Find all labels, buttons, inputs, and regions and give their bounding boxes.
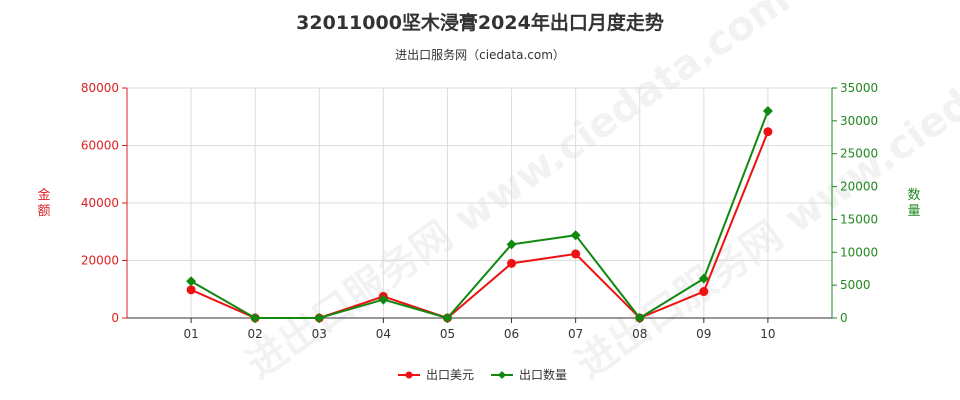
- series-layer: [186, 106, 773, 323]
- y-left-axis-title: 金额: [37, 187, 50, 219]
- chart-title: 32011000坚木浸膏2024年出口月度走势: [296, 12, 664, 34]
- data-point: [698, 273, 709, 284]
- data-point: [378, 294, 389, 305]
- data-point: [314, 313, 325, 323]
- series-line: [190, 131, 769, 320]
- data-point: [442, 313, 453, 323]
- data-point: [186, 276, 197, 287]
- y-right-tick-label: 10000: [840, 245, 878, 259]
- y-right-tick-label: 20000: [840, 180, 878, 194]
- data-point: [507, 258, 517, 268]
- x-tick-label: 10: [760, 327, 775, 341]
- legend-marker: [405, 371, 413, 379]
- axes: 0 20000 40000 60000 80000 0 5000 10000 15000 2000…: [37, 81, 920, 341]
- x-tick-label: 01: [183, 327, 198, 341]
- y-left-tick-label: 60000: [81, 139, 119, 153]
- data-point: [763, 127, 773, 137]
- y-left-tick-label: 40000: [81, 196, 119, 210]
- x-tick-label: 03: [312, 327, 327, 341]
- x-tick-label: 07: [568, 327, 583, 341]
- y-left-tick-label: 20000: [81, 254, 119, 268]
- y-right-tick-label: 0: [840, 311, 848, 325]
- data-point: [762, 106, 773, 116]
- x-tick-label: 02: [248, 327, 263, 341]
- x-tick-label: 08: [632, 327, 647, 341]
- x-tick-label: 09: [696, 327, 711, 341]
- data-point: [250, 313, 261, 323]
- legend-marker: [498, 371, 506, 379]
- chart-subtitle: 进出口服务网（ciedata.com）: [395, 48, 565, 62]
- data-point: [570, 230, 581, 241]
- x-tick-label: 05: [440, 327, 455, 341]
- y-right-tick-label: 35000: [840, 81, 878, 95]
- series-line: [190, 110, 769, 320]
- data-point: [699, 287, 709, 297]
- data-point: [186, 285, 196, 295]
- legend: 出口美元 出口数量: [398, 367, 567, 382]
- x-tick-label: 06: [504, 327, 519, 341]
- y-right-tick-label: 25000: [840, 147, 878, 161]
- data-point: [571, 249, 581, 259]
- x-tick-label: 04: [376, 327, 391, 341]
- y-left-tick-label: 0: [111, 311, 119, 325]
- y-right-tick-label: 30000: [840, 114, 878, 128]
- legend-label: 出口数量: [519, 367, 567, 382]
- legend-label: 出口美元: [426, 368, 474, 382]
- data-point: [506, 239, 517, 250]
- y-left-tick-label: 80000: [81, 81, 119, 95]
- data-point: [634, 313, 645, 323]
- y-right-axis-title: 数量: [907, 188, 920, 219]
- y-right-tick-label: 5000: [840, 278, 871, 292]
- grid: [127, 87, 832, 319]
- y-right-tick-label: 15000: [840, 212, 878, 226]
